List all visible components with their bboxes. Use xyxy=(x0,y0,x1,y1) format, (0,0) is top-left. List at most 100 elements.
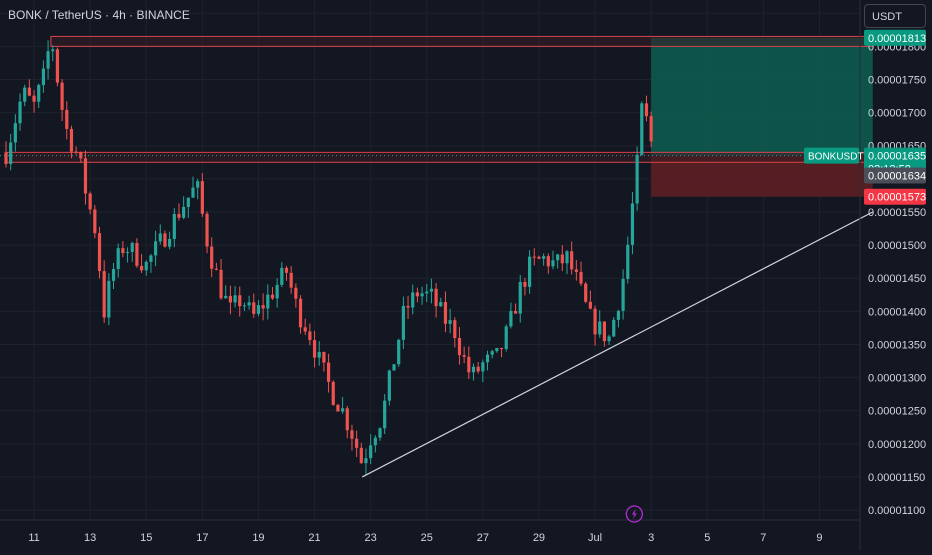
candle-body xyxy=(242,305,247,307)
support-zone xyxy=(5,151,874,163)
price-tick-label: 0.00001400 xyxy=(868,306,926,318)
candle-body xyxy=(88,193,92,210)
candle-body xyxy=(247,302,251,306)
candle-body xyxy=(401,305,405,340)
candle-body xyxy=(518,282,522,314)
candle-body xyxy=(326,362,331,382)
symbol-tag: BONKUSDT xyxy=(808,152,864,163)
candle-body xyxy=(121,248,125,254)
price-tick-label: 0.00001250 xyxy=(868,406,926,418)
candle-body xyxy=(528,256,532,287)
candle-body xyxy=(369,445,373,459)
candle-body xyxy=(495,347,499,352)
candle-body xyxy=(612,319,616,337)
time-tick-label: 5 xyxy=(704,532,710,544)
candle-body xyxy=(481,362,485,372)
candle-body xyxy=(27,87,31,96)
time-tick-label: 15 xyxy=(140,532,152,544)
time-tick-label: 7 xyxy=(760,532,766,544)
candle-body xyxy=(177,213,181,218)
candle-body xyxy=(574,269,578,272)
candle-body xyxy=(60,82,64,110)
candle-body xyxy=(9,142,13,164)
candle-body xyxy=(350,430,354,439)
price-tick-label: 0.00001450 xyxy=(868,273,926,285)
candle-body xyxy=(373,437,377,446)
candle-body xyxy=(224,295,228,299)
candle-body xyxy=(429,288,434,292)
candle-body xyxy=(182,206,186,218)
candle-body xyxy=(18,101,22,124)
candle-body xyxy=(308,331,312,341)
candle-body xyxy=(331,381,335,405)
currency-selector[interactable]: USDT xyxy=(864,4,926,28)
candle-body xyxy=(55,49,60,83)
candle-body xyxy=(341,408,345,412)
candle-body xyxy=(457,338,462,356)
candle-body xyxy=(83,158,88,194)
time-tick-label: 25 xyxy=(421,532,433,544)
candle-body xyxy=(345,408,349,431)
candle-body xyxy=(546,256,550,267)
candle-body xyxy=(378,428,382,438)
time-tick-label: 13 xyxy=(84,532,96,544)
candle-body xyxy=(579,271,583,284)
current-price-badge: 0.00001635 xyxy=(868,151,926,163)
lightning-event-icon xyxy=(625,505,643,523)
candle-body xyxy=(649,116,653,142)
candle-body xyxy=(228,295,232,303)
candle-body xyxy=(233,295,237,303)
candle-body xyxy=(626,244,630,279)
resistance-zone xyxy=(50,35,874,47)
candle-body xyxy=(588,301,592,309)
candle-body xyxy=(102,271,106,318)
symbol-tag-bg xyxy=(804,147,859,164)
candle-body xyxy=(210,246,214,269)
candle-body xyxy=(635,154,639,204)
candle-body xyxy=(542,256,546,259)
candle-body xyxy=(303,327,307,332)
candle-body xyxy=(640,103,644,155)
candle-body xyxy=(163,233,167,247)
candle-body xyxy=(616,310,621,320)
candle-body xyxy=(168,238,172,247)
candle-body xyxy=(621,278,625,311)
candle-body xyxy=(336,404,340,412)
stop-price-badge-bg xyxy=(864,188,926,205)
candle-body xyxy=(471,366,476,373)
candle-body xyxy=(51,49,55,52)
candle-body xyxy=(284,267,289,273)
candle-body xyxy=(214,268,218,270)
time-tick-label: 17 xyxy=(196,532,208,544)
candle-body xyxy=(499,347,504,350)
candle-body xyxy=(65,109,69,129)
price-tick-label: 0.00001750 xyxy=(868,74,926,86)
candle-body xyxy=(485,354,490,363)
candle-body xyxy=(406,305,410,308)
candle-body xyxy=(294,287,298,299)
candle-body xyxy=(420,293,424,297)
price-tick-label: 0.00001150 xyxy=(868,472,925,484)
price-tick-label: 0.00001350 xyxy=(868,339,926,351)
price-tick-label: 0.00001700 xyxy=(868,108,926,120)
time-tick-label: Jul xyxy=(588,532,602,544)
candle-body xyxy=(434,288,438,307)
candle-body xyxy=(397,339,401,365)
candle-body xyxy=(322,351,326,363)
candle-body xyxy=(467,356,471,373)
candle-body xyxy=(584,283,588,302)
candle-body xyxy=(280,267,284,285)
candle-body xyxy=(144,261,148,271)
candle-body xyxy=(565,251,569,264)
candle-body xyxy=(256,305,261,314)
candle-body xyxy=(69,128,74,152)
candle-body xyxy=(504,326,508,350)
candle-body xyxy=(219,269,223,299)
candle-body xyxy=(32,95,36,102)
candle-body xyxy=(261,305,265,309)
candle-body xyxy=(598,321,602,335)
target-price-badge-bg xyxy=(864,29,926,46)
candle-body xyxy=(275,284,279,299)
